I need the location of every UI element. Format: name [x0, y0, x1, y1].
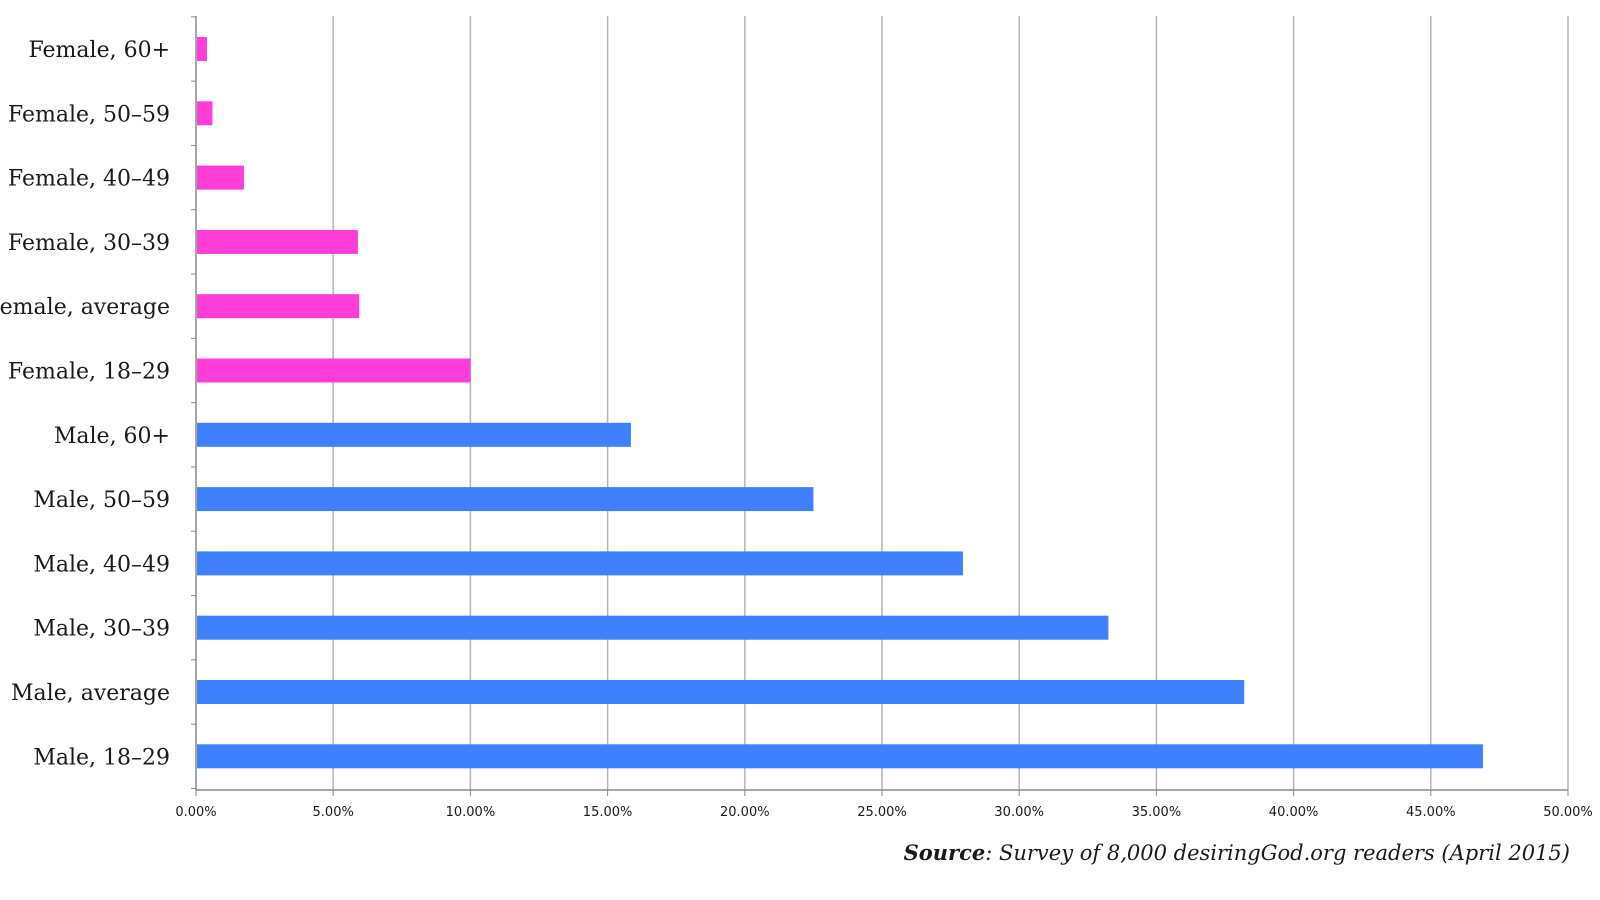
bar [197, 422, 631, 447]
category-label: Female, average [0, 295, 170, 320]
x-tick-label: 0.00% [175, 805, 216, 820]
x-tick-label: 10.00% [446, 805, 496, 820]
bar [197, 101, 213, 126]
x-tick-label: 50.00% [1543, 805, 1593, 820]
source-label: Source [903, 840, 986, 865]
bar [197, 229, 358, 254]
bar [197, 615, 1109, 640]
x-tick-label: 25.00% [857, 805, 907, 820]
x-tick-label: 15.00% [583, 805, 633, 820]
category-label: Female, 40–49 [8, 167, 170, 192]
category-label: Female, 18–29 [8, 360, 170, 385]
category-labels: Female, 60+ Female, 50–59 Female, 40–49 Fem… [0, 38, 170, 770]
x-tick-label: 45.00% [1406, 805, 1456, 820]
bar [197, 37, 207, 61]
x-tick-label: 35.00% [1132, 805, 1182, 820]
category-label: Male, average [11, 681, 170, 706]
category-label: Female, 30–39 [8, 231, 170, 256]
category-label: Male, 50–59 [33, 488, 170, 513]
category-label: Male, 30–39 [33, 617, 170, 642]
source-text: : Survey of 8,000 desiringGod.org reader… [985, 841, 1570, 865]
x-tick-label: 30.00% [994, 805, 1044, 820]
bars [197, 37, 1483, 769]
bar [197, 551, 963, 576]
bar [197, 358, 471, 383]
bar [197, 744, 1483, 769]
bar [197, 680, 1245, 704]
source-note: Source: Survey of 8,000 desiringGod.org … [904, 840, 1570, 865]
bar [197, 294, 360, 319]
bar [197, 487, 814, 512]
x-tick-labels: 0.00% 5.00% 10.00% 15.00% 20.00% 25.00% 30.00%… [175, 805, 1592, 820]
category-label: Male, 60+ [54, 424, 170, 449]
x-tick-label: 40.00% [1269, 805, 1319, 820]
category-label: Female, 50–59 [8, 102, 170, 127]
bar [197, 165, 245, 190]
gridlines [332, 16, 1569, 790]
x-tick-label: 20.00% [720, 805, 770, 820]
category-label: Male, 18–29 [33, 745, 170, 770]
category-label: Male, 40–49 [33, 552, 170, 577]
category-label: Female, 60+ [28, 38, 170, 63]
axes [191, 16, 1569, 796]
x-tick-label: 5.00% [313, 805, 354, 820]
